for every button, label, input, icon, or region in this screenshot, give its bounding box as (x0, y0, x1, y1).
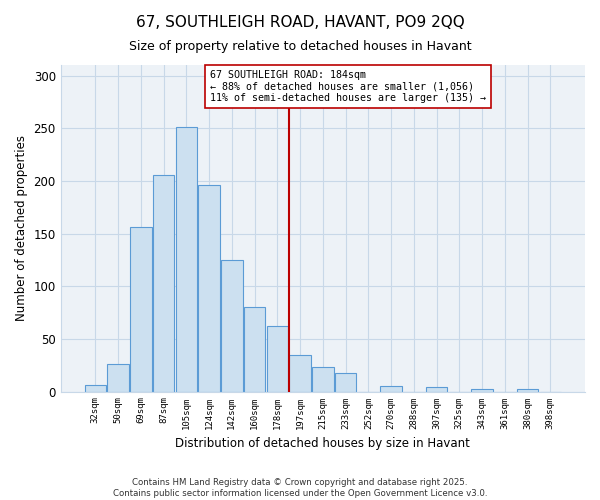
Bar (266, 326, 288, 392)
Bar (312, 368, 334, 392)
Text: Size of property relative to detached houses in Havant: Size of property relative to detached ho… (128, 40, 472, 53)
Text: Contains HM Land Registry data © Crown copyright and database right 2025.
Contai: Contains HM Land Registry data © Crown c… (113, 478, 487, 498)
Bar (471, 390, 493, 392)
Bar (380, 386, 402, 392)
Y-axis label: Number of detached properties: Number of detached properties (15, 136, 28, 322)
Text: 67, SOUTHLEIGH ROAD, HAVANT, PO9 2QQ: 67, SOUTHLEIGH ROAD, HAVANT, PO9 2QQ (136, 15, 464, 30)
X-axis label: Distribution of detached houses by size in Havant: Distribution of detached houses by size … (175, 437, 470, 450)
Bar (426, 388, 448, 392)
Bar (85, 385, 106, 392)
Bar (198, 185, 220, 392)
Bar (107, 364, 129, 392)
Bar (244, 308, 265, 392)
Bar (335, 372, 356, 392)
Bar (176, 127, 197, 392)
Bar (289, 354, 311, 392)
Bar (153, 174, 175, 392)
Text: 67 SOUTHLEIGH ROAD: 184sqm
← 88% of detached houses are smaller (1,056)
11% of s: 67 SOUTHLEIGH ROAD: 184sqm ← 88% of deta… (210, 70, 486, 103)
Bar (221, 260, 242, 392)
Bar (130, 227, 152, 392)
Bar (517, 390, 538, 392)
